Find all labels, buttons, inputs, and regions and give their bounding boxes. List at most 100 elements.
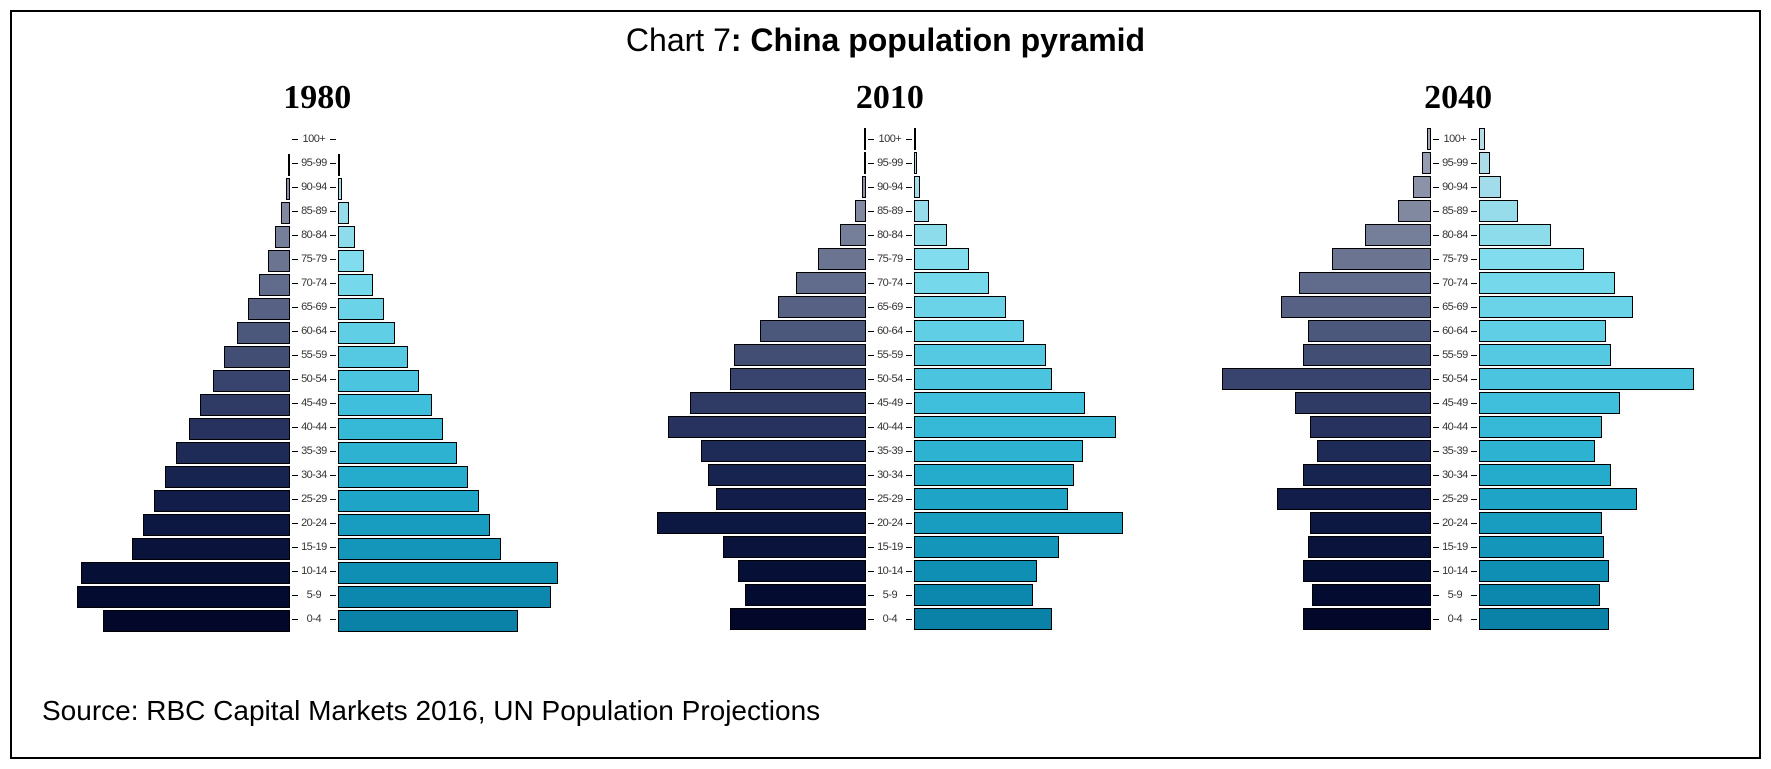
axis-tick [866,391,874,415]
axis-tick [866,199,874,223]
age-label: 70-74 [877,271,903,295]
pyramid-body: 100+95-9990-9485-8980-8475-7970-7465-696… [77,127,558,633]
pyramid-bar-left [738,560,866,582]
axis-tick [290,175,298,199]
pyramid-bar-right [338,154,340,176]
axis-tick [906,247,914,271]
pyramid-bar-right [1479,464,1611,486]
pyramid-bar-left [668,416,866,438]
pyramid-bar-left [1277,488,1431,510]
chart-title: Chart 7: China population pyramid [32,22,1739,59]
axis-tick [1471,295,1479,319]
pyramid-bar-right [1479,560,1609,582]
age-label: 65-69 [877,295,903,319]
population-pyramid: 2040100+95-9990-9485-8980-8475-7970-7465… [1222,79,1694,631]
axis-tick [906,487,914,511]
age-label: 15-19 [877,535,903,559]
axis-tick [1471,151,1479,175]
pyramid-bar-right [1479,224,1552,246]
pyramid-bar-right [914,320,1024,342]
pyramid-bar-right [338,466,468,488]
axis-tick [906,535,914,559]
age-label: 70-74 [301,271,327,295]
pyramid-bar-right [338,178,342,200]
age-label: 45-49 [301,391,327,415]
pyramid-bar-left [200,394,290,416]
age-label: 20-24 [877,511,903,535]
axis-tick [330,535,338,559]
age-label: 25-29 [877,487,903,511]
pyramid-bar-left [796,272,866,294]
age-label: 10-14 [877,559,903,583]
axis-tick [330,199,338,223]
age-label: 10-14 [1442,559,1468,583]
age-label: 5-9 [1448,583,1462,607]
pyramid-bar-left [1312,584,1431,606]
pyramid-bar-left [268,250,290,272]
age-label: 45-49 [1442,391,1468,415]
pyramid-bar-right [914,128,916,150]
pyramid-bar-left [1310,512,1431,534]
pyramid-bar-left [1295,392,1431,414]
axis-tick [1471,487,1479,511]
age-label: 85-89 [1442,199,1468,223]
pyramid-bar-left [730,608,866,630]
axis-tick [906,127,914,151]
pyramid-bar-right [1479,512,1602,534]
pyramid-bar-right [914,464,1075,486]
pyramid-bar-left [730,368,866,390]
axis-tick [1431,367,1439,391]
axis-tick [290,199,298,223]
pyramid-right-side [1479,127,1695,631]
age-label: 60-64 [301,319,327,343]
axis-tick [1471,343,1479,367]
age-label: 5-9 [307,583,321,607]
axis-tick [1471,175,1479,199]
chart-title-bold: : China population pyramid [731,22,1145,58]
pyramid-bar-right [914,200,929,222]
pyramid-bar-right [338,370,419,392]
pyramid-bar-left [1413,176,1431,198]
axis-tick [1471,463,1479,487]
axis-tick [906,271,914,295]
axis-tick [330,247,338,271]
axis-tick [1471,559,1479,583]
pyramid-bar-left [281,202,290,224]
age-label: 55-59 [301,343,327,367]
pyramid-bar-right [914,440,1083,462]
axis-tick [906,151,914,175]
age-label: 80-84 [1442,223,1468,247]
pyramid-bar-left [1332,248,1431,270]
axis-tick [290,223,298,247]
axis-tick [330,127,338,151]
age-label: 5-9 [883,583,897,607]
pyramid-bar-left [189,418,290,440]
axis-tick [1471,439,1479,463]
age-label: 95-99 [301,151,327,175]
pyramid-bar-left [1281,296,1431,318]
pyramid-year-label: 1980 [283,79,351,117]
axis-tick [906,583,914,607]
axis-tick [330,487,338,511]
axis-tick [866,439,874,463]
age-label: 40-44 [1442,415,1468,439]
age-label: 15-19 [1442,535,1468,559]
pyramid-bar-left [275,226,290,248]
axis-tick [330,271,338,295]
pyramid-bar-left [1299,272,1431,294]
age-label: 0-4 [307,607,321,631]
pyramids-row: 1980 100+95-9990-9485-8980-8475-7970-7465… [32,79,1739,633]
pyramid-bar-right [338,346,408,368]
axis-tick [866,175,874,199]
axis-tick [290,367,298,391]
age-label: 75-79 [301,247,327,271]
axis-tick [1471,127,1479,151]
age-label: 50-54 [1442,367,1468,391]
axis-tick [1431,223,1439,247]
axis-left [290,127,298,633]
age-labels-column: 100+95-9990-9485-8980-8475-7970-7465-696… [1439,127,1471,631]
axis-tick [866,271,874,295]
axis-tick [290,439,298,463]
age-label: 95-99 [877,151,903,175]
age-label: 75-79 [877,247,903,271]
